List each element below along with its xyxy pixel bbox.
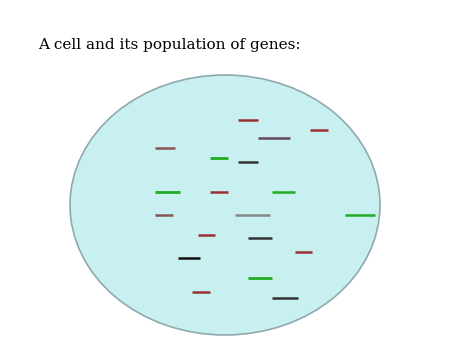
Ellipse shape	[70, 75, 380, 335]
Text: A cell and its population of genes:: A cell and its population of genes:	[38, 38, 301, 52]
